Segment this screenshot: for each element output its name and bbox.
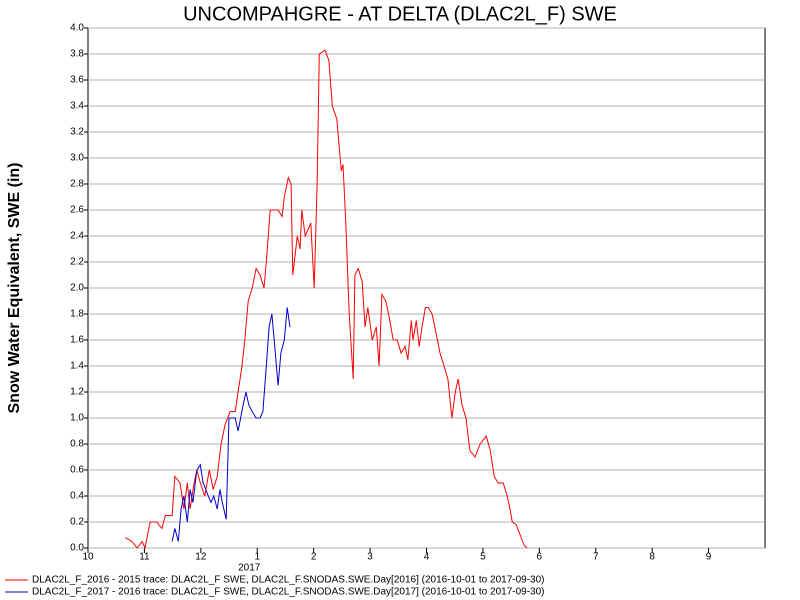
y-tick-label: 3.2 (70, 127, 84, 138)
y-tick-label: 3.0 (70, 153, 84, 164)
y-tick-label: 4.0 (70, 23, 84, 34)
y-tick-label: 0.8 (70, 439, 84, 450)
y-tick-label: 2.6 (70, 205, 84, 216)
y-tick-label: 3.8 (70, 49, 84, 60)
y-tick-label: 1.4 (70, 361, 84, 372)
y-tick-label: 0.4 (70, 491, 84, 502)
y-tick-label: 1.8 (70, 309, 84, 320)
x-tick-label: 3 (367, 552, 373, 563)
x-tick-label: 4 (424, 552, 430, 563)
legend-label: DLAC2L_F_2017 - 2016 trace: DLAC2L_F SWE… (32, 587, 545, 598)
y-tick-label: 3.6 (70, 75, 84, 86)
x-tick-label: 8 (649, 552, 655, 563)
series-line (124, 49, 528, 550)
y-axis-label: Snow Water Equivalent, SWE (in) (6, 163, 23, 414)
x-tick-label: 5 (480, 552, 486, 563)
y-tick-label: 2.2 (70, 257, 84, 268)
y-tick-label: 3.4 (70, 101, 84, 112)
x-tick-label: 12 (195, 552, 207, 563)
y-tick-label: 0.6 (70, 465, 84, 476)
x-tick-label: 10 (82, 552, 94, 563)
x-tick-label: 9 (706, 552, 712, 563)
x-tick-label: 2 (311, 552, 317, 563)
legend-label: DLAC2L_F_2016 - 2015 trace: DLAC2L_F SWE… (32, 575, 545, 586)
y-tick-label: 1.6 (70, 335, 84, 346)
y-tick-label: 2.8 (70, 179, 84, 190)
x-tick-label: 1 (254, 552, 260, 563)
y-tick-label: 2.0 (70, 283, 84, 294)
series-line (171, 307, 291, 542)
y-tick-label: 0.2 (70, 517, 84, 528)
x-tick-label: 11 (139, 552, 150, 563)
y-tick-label: 2.4 (70, 231, 84, 242)
y-tick-label: 1.0 (70, 413, 84, 424)
x-tick-label: 6 (537, 552, 543, 563)
x-annotation: 2017 (238, 563, 261, 574)
y-tick-label: 0.0 (70, 543, 84, 554)
chart-title: UNCOMPAHGRE - AT DELTA (DLAC2L_F) SWE (183, 3, 617, 25)
x-tick-label: 7 (593, 552, 599, 563)
y-tick-label: 1.2 (70, 387, 84, 398)
